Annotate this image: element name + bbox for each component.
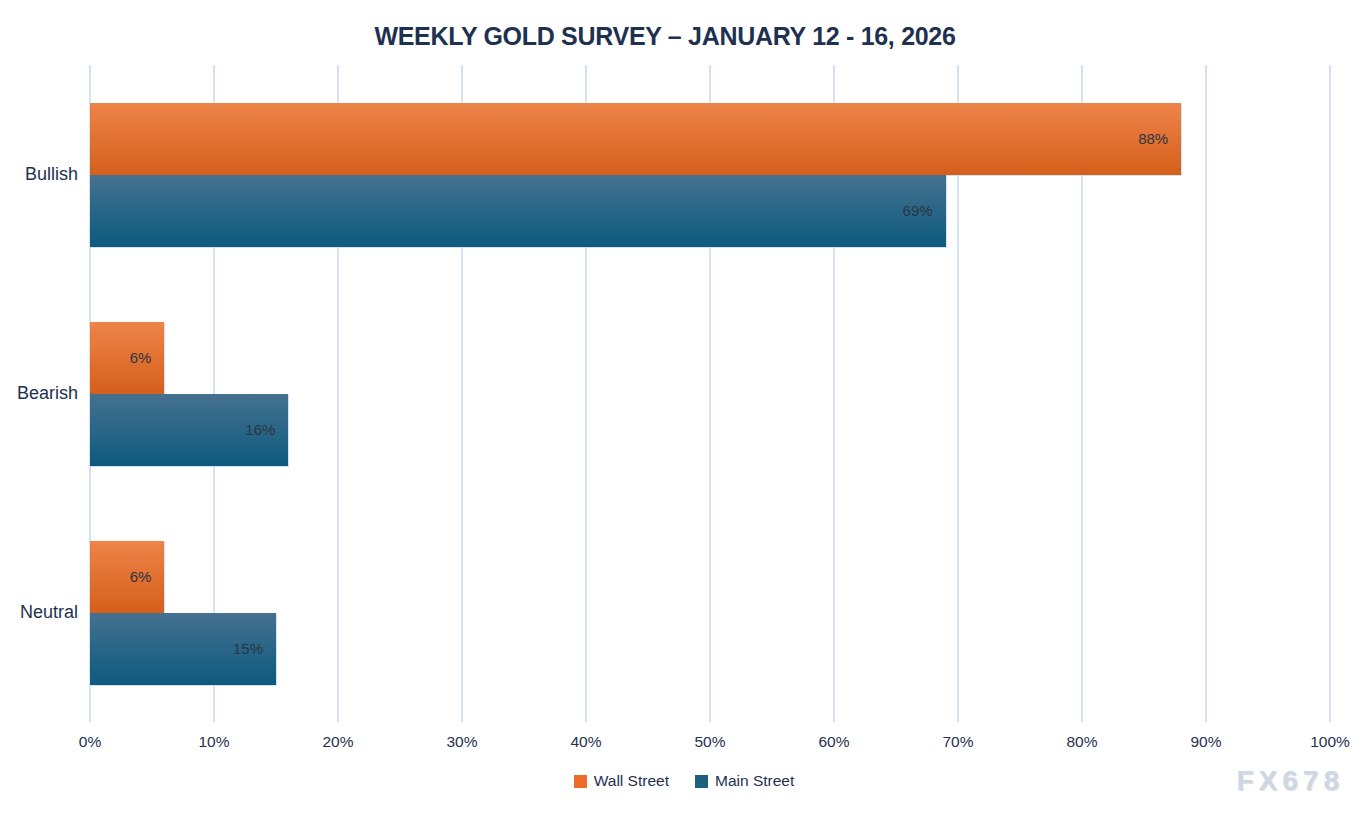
- value-label: 16%: [245, 394, 288, 466]
- x-tick-label: 80%: [1040, 733, 1124, 751]
- x-tick-label: 100%: [1288, 733, 1368, 751]
- category-label-bullish: Bullish: [0, 65, 78, 284]
- x-tick-label: 70%: [916, 733, 1000, 751]
- x-tick-label: 20%: [296, 733, 380, 751]
- legend-label: Wall Street: [594, 772, 669, 790]
- x-tick-label: 30%: [420, 733, 504, 751]
- value-label: 88%: [1138, 103, 1181, 175]
- x-tick-label: 60%: [792, 733, 876, 751]
- plot-area: 88% 69% 6% 16% 6% 15%: [90, 65, 1330, 722]
- x-tick-label: 0%: [48, 733, 132, 751]
- value-label: 69%: [903, 175, 946, 247]
- value-label: 6%: [130, 322, 165, 394]
- bar-main-street-neutral: 15%: [90, 613, 276, 685]
- legend: Wall Street Main Street: [0, 772, 1368, 790]
- chart-container: WEEKLY GOLD SURVEY – JANUARY 12 - 16, 20…: [0, 0, 1368, 814]
- x-tick-label: 10%: [172, 733, 256, 751]
- chart-title: WEEKLY GOLD SURVEY – JANUARY 12 - 16, 20…: [0, 22, 1330, 51]
- legend-item-wall-street: Wall Street: [574, 772, 669, 790]
- x-tick-label: 50%: [668, 733, 752, 751]
- bar-wall-street-bullish: 88%: [90, 103, 1181, 175]
- bar-main-street-bullish: 69%: [90, 175, 946, 247]
- legend-label: Main Street: [715, 772, 794, 790]
- gridline: [1205, 65, 1207, 722]
- category-label-bearish: Bearish: [0, 284, 78, 503]
- gridline: [1329, 65, 1331, 722]
- watermark: FX678: [1237, 765, 1345, 797]
- bar-wall-street-neutral: 6%: [90, 541, 164, 613]
- category-label-neutral: Neutral: [0, 503, 78, 722]
- legend-swatch-icon: [574, 775, 587, 788]
- x-tick-label: 90%: [1164, 733, 1248, 751]
- value-label: 6%: [130, 541, 165, 613]
- legend-item-main-street: Main Street: [695, 772, 794, 790]
- legend-swatch-icon: [695, 775, 708, 788]
- x-tick-label: 40%: [544, 733, 628, 751]
- bar-main-street-bearish: 16%: [90, 394, 288, 466]
- value-label: 15%: [233, 613, 276, 685]
- bar-wall-street-bearish: 6%: [90, 322, 164, 394]
